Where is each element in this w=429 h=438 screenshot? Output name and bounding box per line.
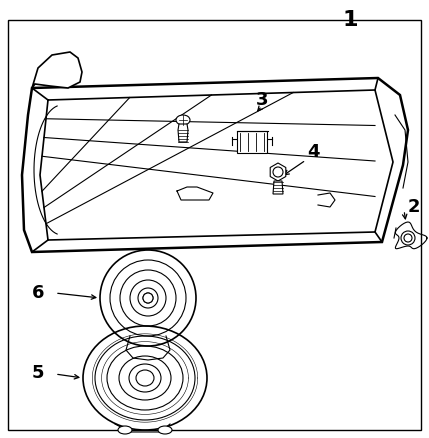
Polygon shape [22,78,408,252]
Polygon shape [273,181,283,194]
Ellipse shape [118,426,132,434]
Polygon shape [32,52,82,88]
Text: 5: 5 [32,364,44,382]
Ellipse shape [176,115,190,125]
Circle shape [143,293,153,303]
Text: 2: 2 [408,198,420,216]
Text: 4: 4 [307,143,320,161]
Text: 1: 1 [342,10,358,30]
FancyBboxPatch shape [237,131,267,153]
Text: 3: 3 [256,91,268,109]
Polygon shape [178,124,188,142]
Ellipse shape [158,426,172,434]
Polygon shape [270,163,286,181]
Text: 6: 6 [32,284,44,302]
